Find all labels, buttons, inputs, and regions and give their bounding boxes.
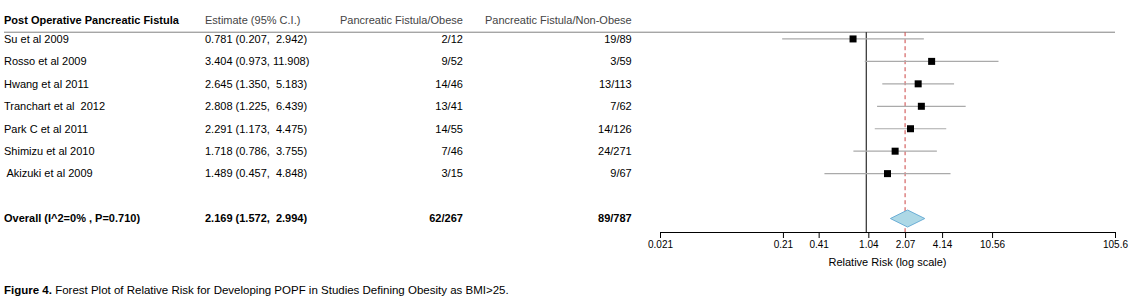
study-label: Su et al 2009 xyxy=(4,33,69,45)
tick: 0.21 xyxy=(774,232,794,250)
estimate-label: 2.645 (1.350, 5.183) xyxy=(205,78,307,90)
estimate-square xyxy=(892,148,899,155)
tick: 0.021 xyxy=(648,232,673,250)
pf-nonobese-label: 14/126 xyxy=(598,123,632,135)
column-header: Post Operative Pancreatic Fistula xyxy=(4,14,180,26)
separator xyxy=(4,32,1115,33)
study-label: Tranchart et al 2012 xyxy=(4,100,105,112)
tick: 105.6 xyxy=(1103,232,1128,250)
estimate-label: 0.781 (0.207, 2.942) xyxy=(205,33,307,45)
pf-obese-label: 14/46 xyxy=(435,78,463,90)
tick: 1.04 xyxy=(859,232,879,250)
tick-mark xyxy=(660,232,661,238)
column-header: Pancreatic Fistula/Obese xyxy=(340,14,463,26)
overall-estimate-label: 2.169 (1.572, 2.994) xyxy=(205,212,307,224)
tick: 0.41 xyxy=(809,232,829,250)
estimate-square xyxy=(907,125,914,132)
pf-nonobese-label: 13/113 xyxy=(599,78,632,90)
tick: 2.07 xyxy=(896,232,916,250)
pf-nonobese-label: 9/67 xyxy=(610,167,631,179)
estimate-square xyxy=(918,103,925,110)
study-label: Park C et al 2011 xyxy=(4,123,88,135)
x-axis: 0.021 0.21 0.41 1.04 2.07 4.14 10.56 105.6 xyxy=(648,232,1128,250)
tick-mark xyxy=(1115,232,1116,238)
estimate-label: 1.489 (0.457, 4.848) xyxy=(205,167,307,179)
tick-label: 4.14 xyxy=(933,239,953,250)
column-header: Pancreatic Fistula/Non-Obese xyxy=(485,14,632,26)
axis-line xyxy=(661,233,1116,239)
estimate-label: 2.291 (1.173, 4.475) xyxy=(205,123,307,135)
estimate-square xyxy=(928,58,935,65)
tick-label: 2.07 xyxy=(896,239,916,250)
pf-nonobese-label: 3/59 xyxy=(610,55,631,67)
overall-diamond xyxy=(890,210,924,227)
tick-label: 0.41 xyxy=(809,239,829,250)
tick: 10.56 xyxy=(980,232,1005,250)
estimate-square xyxy=(915,80,922,87)
tick-mark xyxy=(942,232,943,238)
estimate-square xyxy=(884,170,891,177)
tick-label: 0.021 xyxy=(648,239,673,250)
reference-line xyxy=(866,32,867,232)
overall-pf-obese-label: 62/267 xyxy=(429,212,463,224)
caption-bold: Figure 4. xyxy=(4,284,52,296)
estimate-label: 1.718 (0.786, 3.755) xyxy=(205,145,307,157)
estimate-square xyxy=(850,35,857,42)
study-label: Rosso et al 2009 xyxy=(4,55,87,67)
study-label: Shimizu et al 2010 xyxy=(4,145,95,157)
study-label: Akizuki et al 2009 xyxy=(4,167,93,179)
x-axis-title: Relative Risk (log scale) xyxy=(829,256,947,268)
column-header: Estimate (95% C.I.) xyxy=(205,14,300,26)
tick-label: 105.6 xyxy=(1103,239,1128,250)
tick-mark xyxy=(868,232,869,238)
tick-mark xyxy=(819,232,820,238)
pf-obese-label: 2/12 xyxy=(441,33,462,45)
pf-nonobese-label: 24/271 xyxy=(598,145,632,157)
chart: Post Operative Pancreatic Fistula Estimat… xyxy=(0,0,1140,302)
pf-obese-label: 14/55 xyxy=(435,123,463,135)
tick: 4.14 xyxy=(933,232,953,250)
pf-obese-label: 3/15 xyxy=(441,167,462,179)
tick-mark xyxy=(992,232,993,238)
reference-line xyxy=(905,32,906,232)
tick-label: 10.56 xyxy=(980,239,1005,250)
estimate-label: 2.808 (1.225, 6.439) xyxy=(205,100,307,112)
overall-label: Overall (I^2=0% , P=0.710) xyxy=(4,212,140,224)
overall-pf-nonobese-label: 89/787 xyxy=(598,212,632,224)
row-labels: Su et al 2009 0.781 (0.207, 2.942) 2/12 19/… xyxy=(4,33,632,225)
caption: Figure 4. Forest Plot of Relative Risk f… xyxy=(4,284,509,296)
pf-obese-label: 9/52 xyxy=(441,55,462,67)
pf-obese-label: 7/46 xyxy=(441,145,462,157)
caption-text: Forest Plot of Relative Risk for Develop… xyxy=(52,284,509,296)
estimate-label: 3.404 (0.973, 11.908) xyxy=(205,55,309,67)
tick-label: 0.21 xyxy=(774,239,794,250)
pf-nonobese-label: 19/89 xyxy=(604,33,632,45)
tick-mark xyxy=(783,232,784,238)
pf-nonobese-label: 7/62 xyxy=(610,100,631,112)
tick-mark xyxy=(905,232,906,238)
study-label: Hwang et al 2011 xyxy=(4,78,89,90)
pf-obese-label: 13/41 xyxy=(435,100,463,112)
tick-label: 1.04 xyxy=(859,239,879,250)
plot-area xyxy=(782,32,998,232)
